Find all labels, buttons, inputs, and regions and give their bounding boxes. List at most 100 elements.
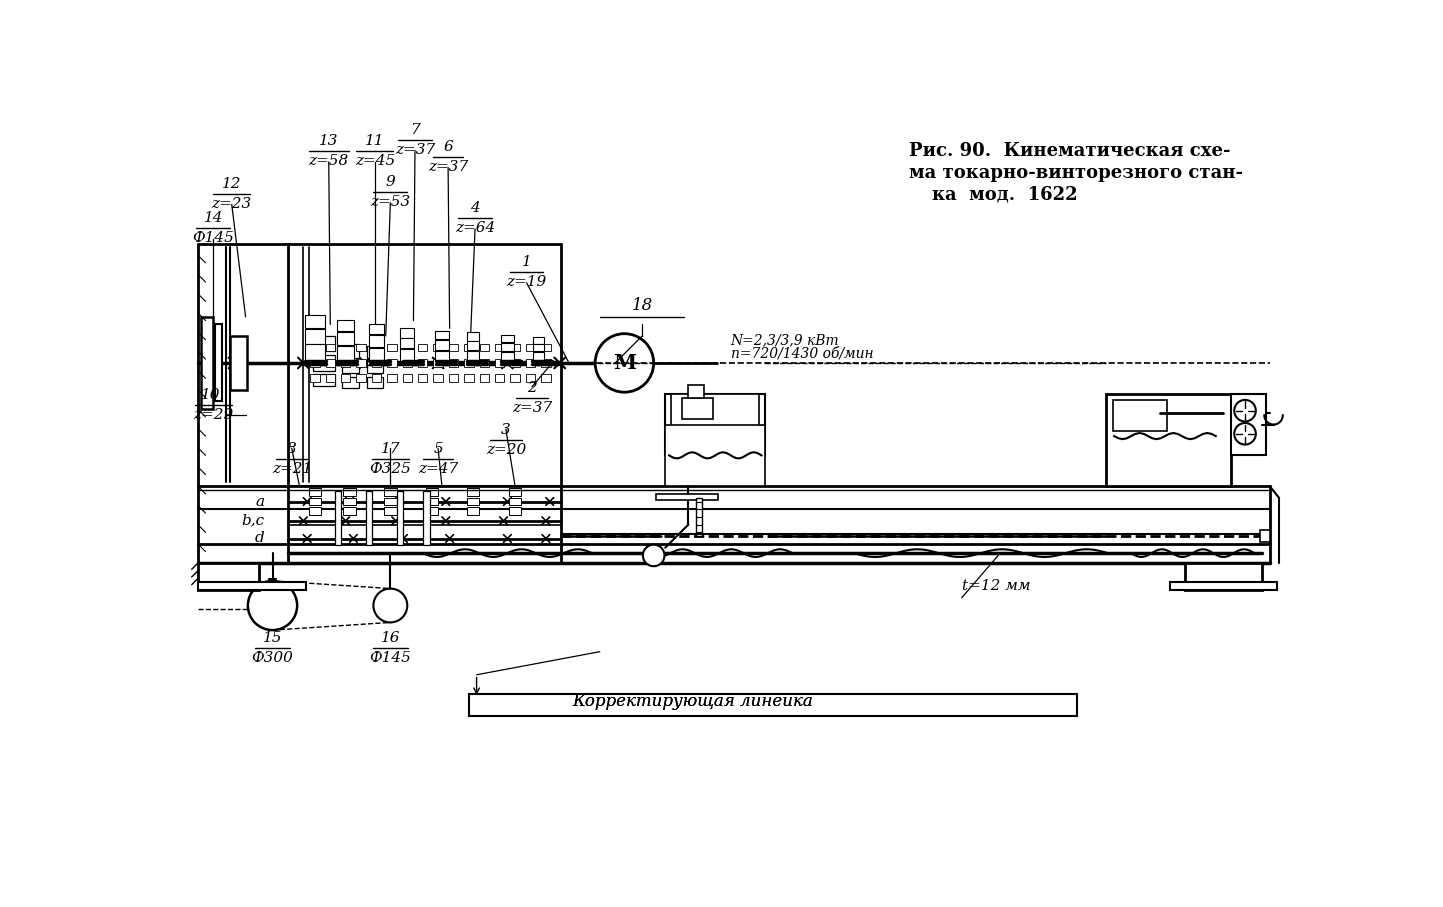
Bar — [423, 491, 430, 545]
Bar — [372, 375, 381, 382]
Bar — [434, 351, 449, 361]
Circle shape — [1234, 423, 1255, 444]
Bar — [215, 325, 222, 402]
Bar — [433, 344, 443, 351]
Bar — [310, 344, 319, 351]
Text: 17: 17 — [381, 443, 400, 456]
Text: z=23: z=23 — [212, 197, 253, 210]
Bar — [501, 336, 514, 342]
Bar — [495, 344, 504, 351]
Text: z=45: z=45 — [355, 154, 395, 168]
Bar — [657, 493, 717, 500]
Bar — [356, 359, 365, 366]
Bar — [341, 359, 351, 366]
Bar — [201, 317, 214, 409]
Text: z=37: z=37 — [395, 142, 436, 157]
Bar — [335, 491, 341, 545]
Bar — [434, 330, 449, 339]
Text: 15: 15 — [263, 631, 283, 645]
Text: Ф325: Ф325 — [369, 463, 411, 476]
Bar — [466, 332, 479, 341]
Bar — [696, 498, 703, 536]
Bar — [511, 375, 519, 382]
Bar — [326, 359, 335, 366]
Bar — [418, 375, 427, 382]
Text: z=20: z=20 — [486, 443, 525, 457]
Bar — [367, 361, 382, 373]
Text: z=64: z=64 — [455, 221, 495, 235]
Bar — [426, 498, 439, 505]
Text: Корректирующая линейка: Корректирующая линейка — [571, 693, 812, 710]
Bar — [532, 345, 544, 351]
Text: z=37: z=37 — [429, 160, 468, 173]
Text: z=53: z=53 — [371, 195, 410, 209]
Circle shape — [374, 589, 407, 622]
Bar — [198, 582, 306, 590]
Bar — [397, 491, 403, 545]
Bar — [449, 375, 457, 382]
Bar — [479, 375, 489, 382]
Bar — [1231, 394, 1266, 455]
Bar — [665, 394, 765, 455]
Text: z=21: z=21 — [271, 463, 312, 476]
Text: z=47: z=47 — [418, 463, 459, 476]
Bar — [309, 489, 320, 496]
Bar — [313, 356, 335, 371]
Bar — [384, 498, 397, 505]
Bar — [426, 489, 439, 496]
Bar — [433, 375, 443, 382]
Bar — [341, 344, 351, 351]
Bar — [372, 344, 381, 351]
Bar — [501, 352, 514, 361]
Bar — [426, 507, 439, 514]
Text: z=19: z=19 — [506, 275, 547, 289]
Bar — [665, 424, 765, 486]
Bar — [465, 375, 473, 382]
Text: ма токарно-винторезного стан-: ма токарно-винторезного стан- — [909, 164, 1244, 181]
Bar — [495, 375, 504, 382]
Text: Рис. 90.  Кинематическая схе-: Рис. 90. Кинематическая схе- — [909, 142, 1231, 161]
Text: n=720/1430 об/мин: n=720/1430 об/мин — [730, 346, 873, 361]
Bar — [532, 352, 544, 361]
Bar — [683, 397, 713, 419]
Bar — [326, 375, 335, 382]
Bar — [479, 359, 489, 366]
Bar — [511, 344, 519, 351]
Bar — [465, 344, 473, 351]
Bar — [372, 359, 381, 366]
Text: Ф145: Ф145 — [192, 231, 234, 245]
Bar — [525, 344, 535, 351]
Text: 6: 6 — [443, 140, 453, 153]
Bar — [466, 498, 479, 505]
Bar — [1260, 530, 1270, 542]
Text: М: М — [613, 353, 636, 373]
Bar — [400, 338, 414, 348]
Bar — [310, 375, 319, 382]
Bar — [310, 359, 319, 366]
Bar — [342, 361, 359, 373]
Bar — [509, 489, 521, 496]
Bar — [479, 344, 489, 351]
Bar — [304, 329, 325, 344]
Text: 12: 12 — [222, 177, 241, 190]
Bar — [369, 347, 384, 361]
Text: 2: 2 — [527, 381, 537, 395]
Bar — [313, 375, 335, 386]
Bar — [341, 375, 351, 382]
Text: 4: 4 — [470, 201, 481, 215]
Bar — [495, 359, 504, 366]
Bar — [338, 346, 354, 361]
Bar — [387, 359, 397, 366]
Text: 8: 8 — [287, 443, 297, 456]
Bar — [403, 359, 411, 366]
Bar — [326, 344, 335, 351]
Circle shape — [595, 334, 654, 392]
Text: b,c: b,c — [242, 513, 266, 528]
Text: N=2,3/3,9 кВт: N=2,3/3,9 кВт — [730, 333, 840, 346]
Bar — [369, 336, 384, 346]
Bar — [501, 343, 514, 351]
Text: z=29: z=29 — [193, 408, 234, 423]
Bar — [433, 359, 443, 366]
Text: z=58: z=58 — [309, 154, 349, 168]
Text: t=12 мм: t=12 мм — [961, 580, 1030, 593]
